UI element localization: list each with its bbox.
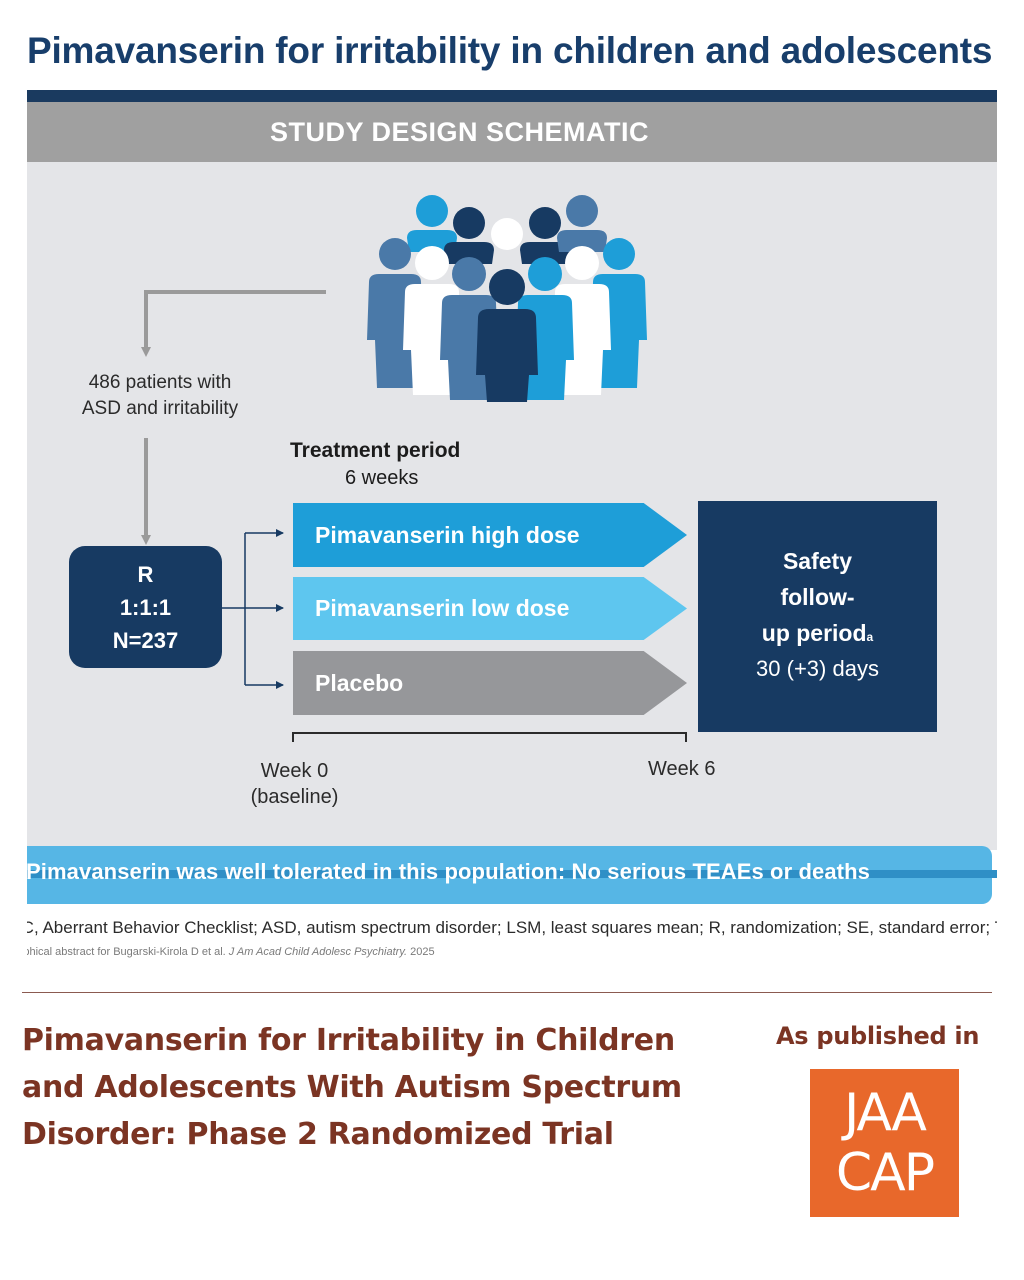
abstract-citation: Graphical abstract for Bugarski-Kirola D… — [27, 946, 435, 958]
timeline-bracket — [292, 732, 687, 742]
section-header: STUDY DESIGN SCHEMATIC — [27, 102, 997, 162]
crowd-back-row — [407, 195, 607, 264]
safety-line-1: Safety — [782, 548, 853, 574]
abstract-headline: Pimavanserin for irritability in childre… — [27, 30, 993, 71]
treatment-period-duration: 6 weeks — [345, 467, 419, 489]
logo-line-1: JAA — [843, 1083, 927, 1143]
patients-line-2: ASD and irritability — [81, 398, 239, 419]
timeline-start-label: Week 0 (baseline) — [237, 758, 352, 810]
citation-prefix: Graphical abstract for Bugarski-Kirola D… — [27, 946, 226, 958]
arm-placebo: Placebo — [293, 651, 687, 715]
arm-low-dose: Pimavanserin low dose — [293, 577, 687, 640]
footer-divider — [22, 992, 992, 993]
logo-line-2: CAP — [835, 1143, 935, 1203]
safety-line-2: follow- — [780, 584, 855, 610]
abbreviations-footnote: ABC, Aberrant Behavior Checklist; ASD, a… — [27, 918, 997, 938]
graphical-abstract: Pimavanserin for irritability in childre… — [27, 0, 997, 975]
randomization-label: R — [137, 562, 154, 587]
flow-connectors — [141, 290, 687, 742]
paper-title: Pimavanserin for Irritability in Childre… — [22, 1023, 682, 1152]
tolerability-banner-text: Pimavanserin was well tolerated in this … — [27, 859, 870, 884]
abbreviations-text: ABC, Aberrant Behavior Checklist; ASD, a… — [27, 918, 997, 937]
treatment-period-title: Treatment period — [290, 439, 461, 462]
patients-line-1: 486 patients with — [88, 372, 232, 393]
safety-footnote-mark: a — [866, 630, 874, 644]
randomization-branch — [222, 533, 246, 685]
timeline-end-label: Week 6 — [648, 758, 716, 780]
timeline-start-note: (baseline) — [250, 786, 339, 808]
banner-stripe — [27, 870, 997, 878]
patient-population-label: 486 patients with ASD and irritability — [45, 370, 275, 422]
randomization-ratio: 1:1:1 — [119, 595, 172, 620]
randomization-n: N=237 — [112, 628, 179, 653]
randomization-box: R 1:1:1 N=237 — [69, 546, 222, 668]
citation-year: 2025 — [410, 946, 435, 958]
patients-crowd-icon — [367, 195, 647, 402]
safety-duration: 30 (+3) days — [756, 656, 879, 681]
crowd-front-row — [440, 257, 574, 402]
citation-journal: J Am Acad Child Adolesc Psychiatry. — [228, 946, 408, 958]
timeline-start-week: Week 0 — [260, 760, 329, 782]
jaacap-logo: JAA CAP — [810, 1069, 959, 1217]
crowd-to-patients-arrow — [141, 290, 326, 357]
headline-rule — [27, 90, 997, 102]
safety-line-3: up period — [761, 620, 867, 646]
safety-follow-up-box: Safety follow- up perioda 30 (+3) days — [698, 501, 937, 732]
safety-line-3-wrap: up perioda — [698, 615, 937, 651]
arm-high-dose: Pimavanserin high dose — [293, 503, 687, 567]
published-in-label: As published in — [776, 1022, 980, 1050]
